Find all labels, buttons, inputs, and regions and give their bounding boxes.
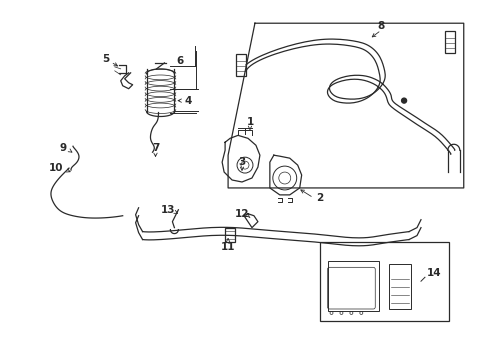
Text: 13: 13 <box>161 205 175 215</box>
Bar <box>236 54 245 76</box>
Text: 12: 12 <box>234 209 249 219</box>
Text: 5: 5 <box>102 54 109 64</box>
Text: 7: 7 <box>151 143 159 153</box>
Bar <box>327 261 379 311</box>
Bar <box>388 264 410 309</box>
Text: 6: 6 <box>176 56 183 66</box>
Text: 9: 9 <box>60 143 66 153</box>
Text: 8: 8 <box>377 21 384 31</box>
Bar <box>319 242 448 321</box>
Text: 2: 2 <box>315 193 323 203</box>
Text: 10: 10 <box>49 163 63 173</box>
Bar <box>444 31 454 53</box>
Text: 4: 4 <box>184 96 192 105</box>
Text: 14: 14 <box>426 268 440 278</box>
Text: 1: 1 <box>246 117 253 127</box>
Text: 11: 11 <box>221 243 235 252</box>
Text: 3: 3 <box>238 157 245 167</box>
Bar <box>224 228 235 242</box>
Circle shape <box>401 98 406 103</box>
